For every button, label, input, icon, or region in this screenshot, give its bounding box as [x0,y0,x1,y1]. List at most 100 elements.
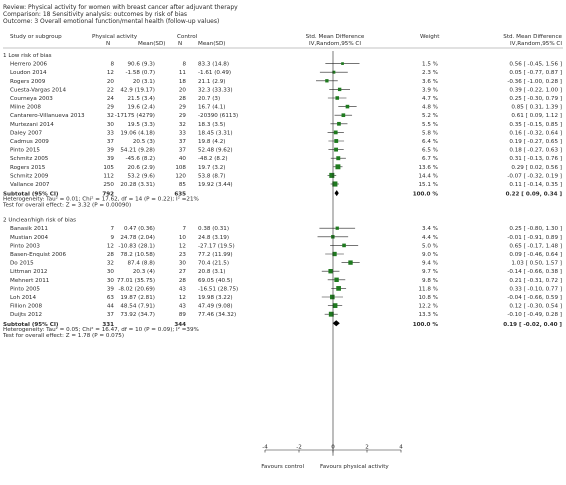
study-effect-ci: 0.21 [ -0.31, 0.72 ] [509,278,562,284]
subtotal-label: Subtotal (95% CI) [3,322,59,328]
heterogeneity-stats: Heterogeneity: Tau² = 0.01; Chi² = 17.62… [3,196,199,203]
group2-n: 10 [179,235,187,241]
group1-mean-sd: 54.21 (9.28) [120,148,155,154]
effect-marker [332,181,338,187]
study-name: Cantarero-Villanueva 2013 [10,113,85,119]
study-effect-ci: 0.18 [ -0.27, 0.63 ] [509,148,562,154]
effect-marker [332,303,338,308]
study-name: Pinto 2003 [10,243,40,249]
group1-n: 39 [107,156,115,162]
group1-n: 30 [107,122,115,128]
study-weight: 5.5 % [422,122,438,128]
study-weight: 6.7 % [422,156,438,162]
study-effect-ci: 0.31 [ -0.13, 0.76 ] [509,156,562,162]
group1-n: 63 [107,295,115,301]
study-weight: 9.0 % [422,252,438,258]
group1-n: 7 [110,226,114,232]
group1-mean-sd: 20 (3.1) [133,79,155,85]
group1-n: 37 [107,312,115,318]
study-effect-ci: 0.65 [ -0.17, 1.48 ] [509,243,562,249]
effect-marker [325,79,329,83]
group1-n: 12 [107,243,114,249]
study-name: Daley 2007 [10,130,42,136]
study-effect-ci: -0.01 [ -0.91, 0.89 ] [507,235,562,241]
group2-mean-sd: 0.38 (0.31) [198,226,229,232]
subtotal-effect-ci: 0.22 [ 0.09, 0.34 ] [506,192,563,198]
x-label-left: Favours control [261,464,304,470]
group1-n: 20 [107,79,115,85]
group1-n: 30 [107,269,115,275]
effect-marker [337,121,341,126]
study-effect-ci: -0.10 [ -0.49, 0.28 ] [507,312,562,318]
group1-mean-sd: 19.87 (2.81) [120,295,155,301]
group1-mean-sd: -10.83 (28.1) [118,243,155,249]
study-effect-ci: 0.56 [ -0.45, 1.56 ] [509,62,562,68]
study-effect-ci: 0.19 [ -0.27, 0.65 ] [509,139,562,145]
group1-n: 44 [107,304,115,310]
study-weight: 3.6 % [422,79,438,85]
x-tick-label: 4 [399,445,403,451]
effect-marker [348,260,353,265]
effect-marker [335,226,339,230]
study-name: Cadmus 2009 [10,139,49,145]
group2-n: 32 [179,122,186,128]
group1-n: 33 [107,130,115,136]
group2-mean-sd: -16.51 (28.75) [198,286,238,292]
group2-mean-sd: 24.8 (3.19) [198,235,229,241]
group1-mean-sd: 19.06 (4.18) [120,130,155,136]
group2-mean-sd: 20.8 (3.1) [198,269,226,275]
group2-mean-sd: -27.17 (19.5) [198,243,235,249]
group1-n: 112 [103,173,114,179]
group2-mean-sd: -1.61 (0.49) [198,70,231,76]
comparison-title: Comparison: 18 Sensitivity analysis: out… [3,11,187,18]
group1-mean-sd: 21.5 (3.4) [128,96,156,102]
subtotal-weight: 100.0 % [413,192,439,198]
study-weight: 3.9 % [422,87,438,93]
study-weight: 9.8 % [422,278,438,284]
x-tick-label: 0 [331,445,335,451]
group1-mean-sd: 19.6 (2.4) [128,105,156,111]
study-effect-ci: 0.16 [ -0.32, 0.64 ] [509,130,562,136]
study-name: Loh 2014 [10,295,36,301]
study-effect-ci: 0.39 [ -0.22, 1.00 ] [509,87,562,93]
study-effect-ci: -0.36 [ -1.00, 0.28 ] [507,79,562,85]
group2-mean-sd: -20390 (6113) [198,113,238,119]
subtotal-effect-ci: 0.19 [ -0.02, 0.40 ] [503,322,562,328]
study-name: Pinto 2015 [10,148,40,154]
group2-n: 108 [175,165,186,171]
study-name: Herrero 2006 [10,62,48,68]
study-weight: 15.1 % [418,182,438,188]
effect-marker [333,130,338,135]
col-group1-header: Physical activity [92,34,138,40]
group2-n: 28 [179,96,187,102]
group1-n: 22 [107,87,114,93]
col-effect-header: Std. Mean Difference [306,34,365,40]
group1-n: 32 [107,261,114,267]
group2-mean-sd: 77.2 (11.99) [198,252,233,258]
effect-marker [332,251,337,257]
subtotal-group2-n: 344 [174,322,186,328]
group2-n: 28 [179,278,187,284]
subtotal-diamond [332,320,340,327]
study-weight: 2.3 % [422,70,438,76]
group1-mean-sd: 0.47 (0.36) [124,226,155,232]
study-weight: 13.6 % [418,165,438,171]
study-weight: 13.3 % [418,312,438,318]
effect-marker [334,139,339,143]
study-name: Mehnert 2011 [10,278,50,284]
outcome-title: Outcome: 3 Overall emotional function/me… [3,18,219,25]
group1-mean-sd: 20.6 (2.9) [128,165,156,171]
group1-mean-sd: 42.9 (19.17) [120,87,155,93]
x-tick-label: -2 [296,445,302,451]
group2-mean-sd: 18.45 (3.31) [198,130,233,136]
group1-mean-sd: 73.92 (34.7) [120,312,155,318]
effect-marker [335,96,340,100]
study-effect-ci: -0.04 [ -0.66, 0.59 ] [507,295,562,301]
group1-mean-sd: 19.5 (3.3) [128,122,156,128]
effect-marker [336,156,341,161]
group2-mean-sd: 70.4 (21.5) [198,261,229,267]
study-name: Mustian 2004 [10,235,48,241]
group1-n: 32 [107,113,114,119]
group1-mean-sd: -8.02 (20.69) [118,286,155,292]
study-effect-ci: 0.25 [ -0.30, 0.79 ] [509,96,562,102]
